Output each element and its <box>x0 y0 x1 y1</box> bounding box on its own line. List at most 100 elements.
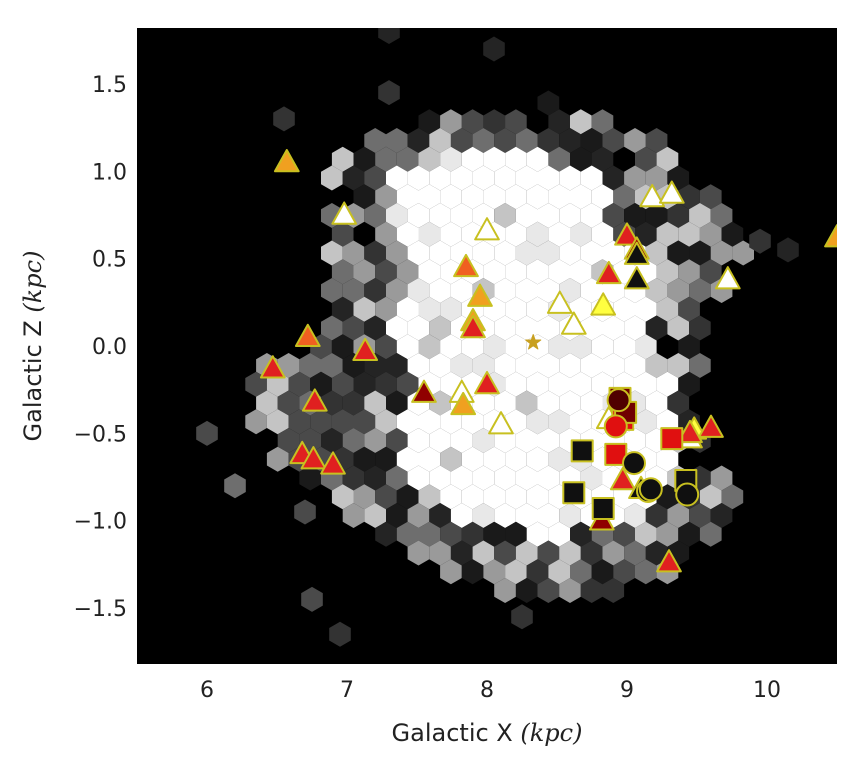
density-hex <box>364 240 386 266</box>
density-hex <box>440 184 462 210</box>
density-hex <box>537 465 560 491</box>
density-hex <box>505 559 527 585</box>
y-tick-label: −1.5 <box>74 597 127 622</box>
density-hex <box>386 390 408 416</box>
density-hex <box>396 146 419 172</box>
density-hex <box>396 334 419 360</box>
density-hex <box>548 559 570 585</box>
y-axis-label-text: Galactic Z <box>19 320 47 441</box>
density-hex <box>321 428 343 453</box>
density-hex <box>548 409 570 435</box>
density-hex <box>494 278 516 303</box>
density-hex <box>645 128 668 153</box>
density-hex <box>483 334 506 360</box>
density-hex <box>645 240 668 266</box>
density-hex <box>418 184 441 210</box>
density-hex <box>656 221 679 247</box>
density-hex <box>689 353 711 378</box>
density-hex <box>378 28 400 44</box>
density-hex <box>526 521 549 547</box>
density-hex <box>342 240 365 266</box>
density-hex <box>635 521 657 547</box>
density-hex <box>440 484 462 510</box>
density-hex <box>645 353 668 378</box>
density-hex <box>429 540 451 566</box>
density-hex <box>526 371 549 397</box>
density-hex <box>624 128 646 153</box>
density-hex <box>537 315 560 341</box>
density-hex <box>613 334 635 360</box>
density-hex <box>548 184 570 210</box>
density-hex <box>386 503 408 528</box>
square-marker <box>591 496 615 520</box>
density-hex <box>559 278 581 303</box>
density-hex <box>537 165 560 191</box>
density-hex <box>483 521 506 547</box>
density-hex <box>440 521 462 547</box>
density-hex <box>678 521 700 547</box>
density-hex <box>645 540 668 566</box>
density-hex <box>505 334 527 360</box>
density-hex <box>602 165 625 191</box>
density-hex <box>624 315 646 341</box>
density-hex <box>440 146 462 172</box>
triangle-marker <box>474 217 500 241</box>
density-hex <box>570 259 592 285</box>
density-hex <box>407 353 430 378</box>
density-hex <box>342 465 365 491</box>
density-hex <box>440 109 462 135</box>
density-hex <box>321 165 343 191</box>
density-hex <box>580 353 603 378</box>
density-hex <box>483 484 506 510</box>
density-hex <box>429 428 451 453</box>
density-hex <box>678 296 700 322</box>
density-hex <box>602 240 625 266</box>
density-hex <box>440 334 462 360</box>
density-hex <box>570 521 592 547</box>
density-hex <box>266 446 289 472</box>
density-hex <box>515 503 538 528</box>
density-hex <box>656 146 679 172</box>
density-hex <box>450 128 473 153</box>
density-hex <box>515 578 538 603</box>
density-hex <box>396 409 419 435</box>
density-hex <box>386 428 408 453</box>
density-hex <box>407 165 430 191</box>
density-hex <box>602 353 625 378</box>
density-hex <box>353 296 376 322</box>
density-hex <box>418 521 441 547</box>
density-hex <box>450 503 473 528</box>
density-hex <box>689 203 711 228</box>
density-hex <box>364 465 386 491</box>
density-hex <box>710 240 733 266</box>
density-hex <box>450 165 473 191</box>
density-hex <box>656 521 679 547</box>
density-hex <box>331 221 354 247</box>
density-hex <box>396 184 419 210</box>
density-hex <box>418 221 441 247</box>
density-hex <box>396 484 419 510</box>
density-hex <box>678 221 700 247</box>
density-hex <box>505 146 527 172</box>
density-hex <box>418 484 441 510</box>
triangle-marker <box>824 224 837 248</box>
density-hex <box>483 109 506 135</box>
density-hex <box>537 503 560 528</box>
density-hex <box>429 390 451 416</box>
density-hex <box>591 184 614 210</box>
density-hex <box>656 446 679 472</box>
density-hex <box>667 240 690 266</box>
density-hex <box>429 465 451 491</box>
density-hex <box>591 371 614 397</box>
density-hex <box>570 409 592 435</box>
density-hex <box>494 390 516 416</box>
density-hex <box>580 165 603 191</box>
density-hex <box>505 184 527 210</box>
density-hex <box>613 484 635 510</box>
density-hex <box>331 146 354 172</box>
density-hex <box>450 278 473 303</box>
triangle-marker <box>614 222 640 246</box>
density-hex <box>515 315 538 341</box>
density-hexbin <box>196 28 799 647</box>
